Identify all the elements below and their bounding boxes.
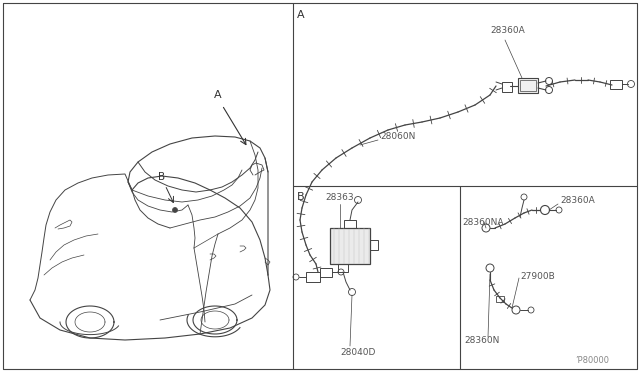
Text: ’P80000: ’P80000 xyxy=(575,356,609,365)
Text: 28360N: 28360N xyxy=(464,336,499,345)
Text: A: A xyxy=(214,90,222,100)
Text: 28360A: 28360A xyxy=(490,26,525,35)
Circle shape xyxy=(173,208,177,212)
Text: 28040D: 28040D xyxy=(340,348,376,357)
Text: 28360NA: 28360NA xyxy=(462,218,504,227)
Text: 28360A: 28360A xyxy=(560,196,595,205)
Text: A: A xyxy=(297,10,305,20)
Text: 28060N: 28060N xyxy=(380,132,415,141)
FancyBboxPatch shape xyxy=(330,228,370,264)
Text: 27900B: 27900B xyxy=(520,272,555,281)
FancyBboxPatch shape xyxy=(518,78,538,93)
Text: 28363: 28363 xyxy=(325,193,354,202)
Text: B: B xyxy=(159,172,166,182)
Text: B: B xyxy=(297,192,305,202)
